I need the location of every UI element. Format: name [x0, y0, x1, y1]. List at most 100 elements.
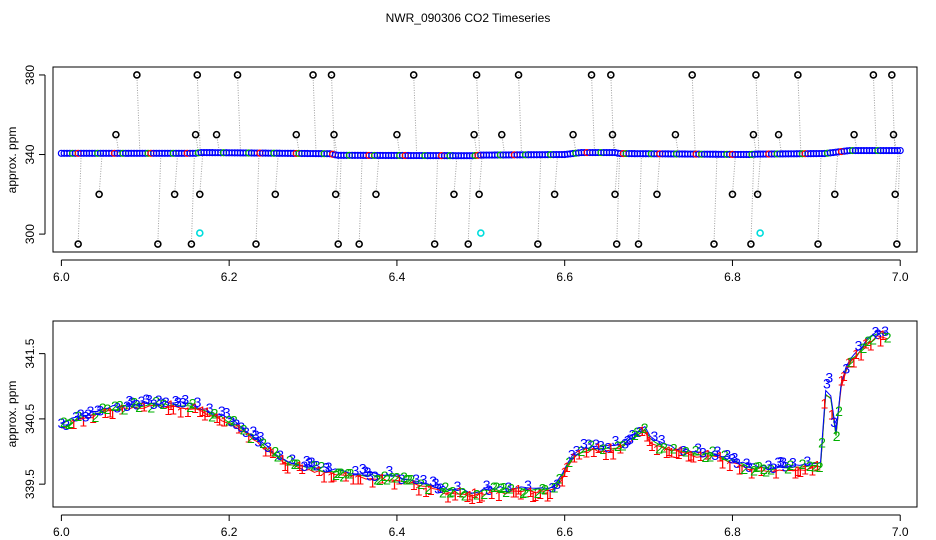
series-marker-1: 1: [330, 468, 338, 484]
series-marker-1: 1: [177, 405, 185, 421]
series-marker-3: 3: [842, 360, 850, 376]
series-marker-2: 2: [67, 415, 75, 431]
series-marker-2: 2: [670, 441, 678, 457]
series-marker-1: 1: [164, 402, 172, 418]
series-marker-1: 1: [184, 404, 192, 420]
x-tick-label: 6.6: [556, 270, 573, 284]
series-marker-1: 1: [602, 447, 610, 463]
outlier-point: [747, 240, 755, 248]
series-marker-2: 2: [449, 484, 457, 500]
series-marker-2: 2: [271, 444, 279, 460]
outlier-point: [607, 71, 615, 79]
outlier-point: [671, 130, 680, 139]
series-marker-2: 2: [393, 470, 401, 486]
x-tick-label: 6.8: [724, 270, 741, 284]
series-marker-1: 1: [801, 461, 809, 477]
series-marker-2: 2: [522, 484, 530, 500]
outlier-point: [753, 190, 762, 199]
series-marker-2: 2: [811, 459, 819, 475]
outlier-point: [728, 190, 737, 199]
series-marker-3: 3: [143, 391, 151, 407]
series-marker-1: 1: [101, 405, 109, 421]
x-tick-label: 6.8: [724, 525, 741, 539]
outlier-point: [95, 190, 103, 199]
bottom-x-axis: 6.0 6.2 6.4 6.6 6.8 7.0: [53, 514, 909, 539]
series-marker-2: 2: [147, 400, 155, 416]
series-marker-3: 3: [412, 471, 420, 487]
series-marker-3: 3: [305, 454, 313, 470]
series-marker-1: 1: [415, 482, 423, 498]
series-marker-3: 3: [398, 471, 406, 487]
series-marker-2: 2: [497, 480, 505, 496]
outlier-point: [869, 71, 878, 79]
outlier-connector: [638, 153, 643, 245]
series-marker-2: 2: [310, 458, 318, 474]
series-marker-1: 1: [828, 406, 836, 422]
series-marker-1: 1: [796, 464, 804, 480]
series-marker-2: 2: [388, 469, 396, 485]
outlier-connector: [337, 155, 342, 245]
series-marker-1: 1: [140, 399, 148, 415]
outlier-point: [430, 240, 439, 248]
series-marker-1: 1: [213, 410, 221, 426]
bottom-y-axis-label: approx. ppm: [5, 381, 19, 448]
series-marker-2: 2: [335, 465, 343, 481]
outlier-connector: [872, 74, 877, 151]
series-marker-1: 1: [697, 448, 705, 464]
series-marker-1: 1: [845, 354, 853, 370]
y-tick-label: 300: [23, 224, 37, 244]
series-marker-3: 3: [624, 433, 632, 449]
series-marker-1: 1: [879, 327, 887, 343]
series-marker-2: 2: [458, 484, 466, 500]
series-marker-3: 3: [723, 446, 731, 462]
series-marker-1: 1: [616, 440, 624, 456]
series-marker-2: 2: [424, 481, 432, 497]
series-marker-3: 3: [181, 391, 189, 407]
series-marker-1: 1: [590, 444, 598, 460]
series-marker-3: 3: [728, 450, 736, 466]
outlier-connector: [896, 150, 901, 245]
series-marker-1: 1: [354, 471, 362, 487]
outlier-connector: [413, 74, 418, 156]
outlier-point: [355, 240, 363, 248]
series-marker-2: 2: [619, 437, 627, 453]
highlight-point: [195, 229, 204, 237]
series-marker-3: 3: [626, 431, 634, 447]
series-marker-2: 2: [502, 484, 510, 500]
series-marker-3: 3: [694, 440, 702, 456]
series-marker-3: 3: [770, 460, 778, 476]
series-marker-1: 1: [808, 462, 816, 478]
series-marker-2: 2: [65, 416, 73, 432]
series-marker-1: 1: [471, 485, 479, 501]
outlier-point: [497, 130, 506, 139]
series-marker-1: 1: [488, 486, 496, 502]
series-marker-2: 2: [784, 461, 792, 477]
outlier-connector: [518, 74, 523, 155]
y-tick-label: 340: [23, 144, 37, 164]
series-marker-2: 2: [818, 434, 826, 450]
series-marker-3: 3: [308, 454, 316, 470]
series-marker-1: 1: [561, 464, 569, 480]
series-marker-1: 1: [546, 486, 554, 502]
series-marker-2: 2: [787, 457, 795, 473]
series-marker-2: 2: [565, 454, 573, 470]
series-marker-3: 3: [597, 438, 605, 454]
outlier-point: [794, 71, 802, 79]
series-marker-2: 2: [706, 449, 714, 465]
series-marker-2: 2: [709, 443, 717, 459]
series-marker-1: 1: [575, 447, 583, 463]
series-marker-3: 3: [420, 471, 428, 487]
series-marker-2: 2: [381, 468, 389, 484]
outlier-point: [233, 71, 242, 79]
highlight-point: [756, 229, 764, 237]
series-marker-2: 2: [599, 441, 607, 457]
series-marker-1: 1: [201, 408, 209, 424]
outlier-connector: [554, 154, 559, 195]
outlier-point: [814, 240, 822, 248]
outlier-connector: [537, 154, 542, 245]
series-marker-3: 3: [650, 428, 658, 444]
outlier-connector: [375, 155, 380, 195]
series-marker-2: 2: [75, 408, 83, 424]
series-marker-3: 3: [72, 408, 80, 424]
outlier-connector: [190, 153, 195, 245]
